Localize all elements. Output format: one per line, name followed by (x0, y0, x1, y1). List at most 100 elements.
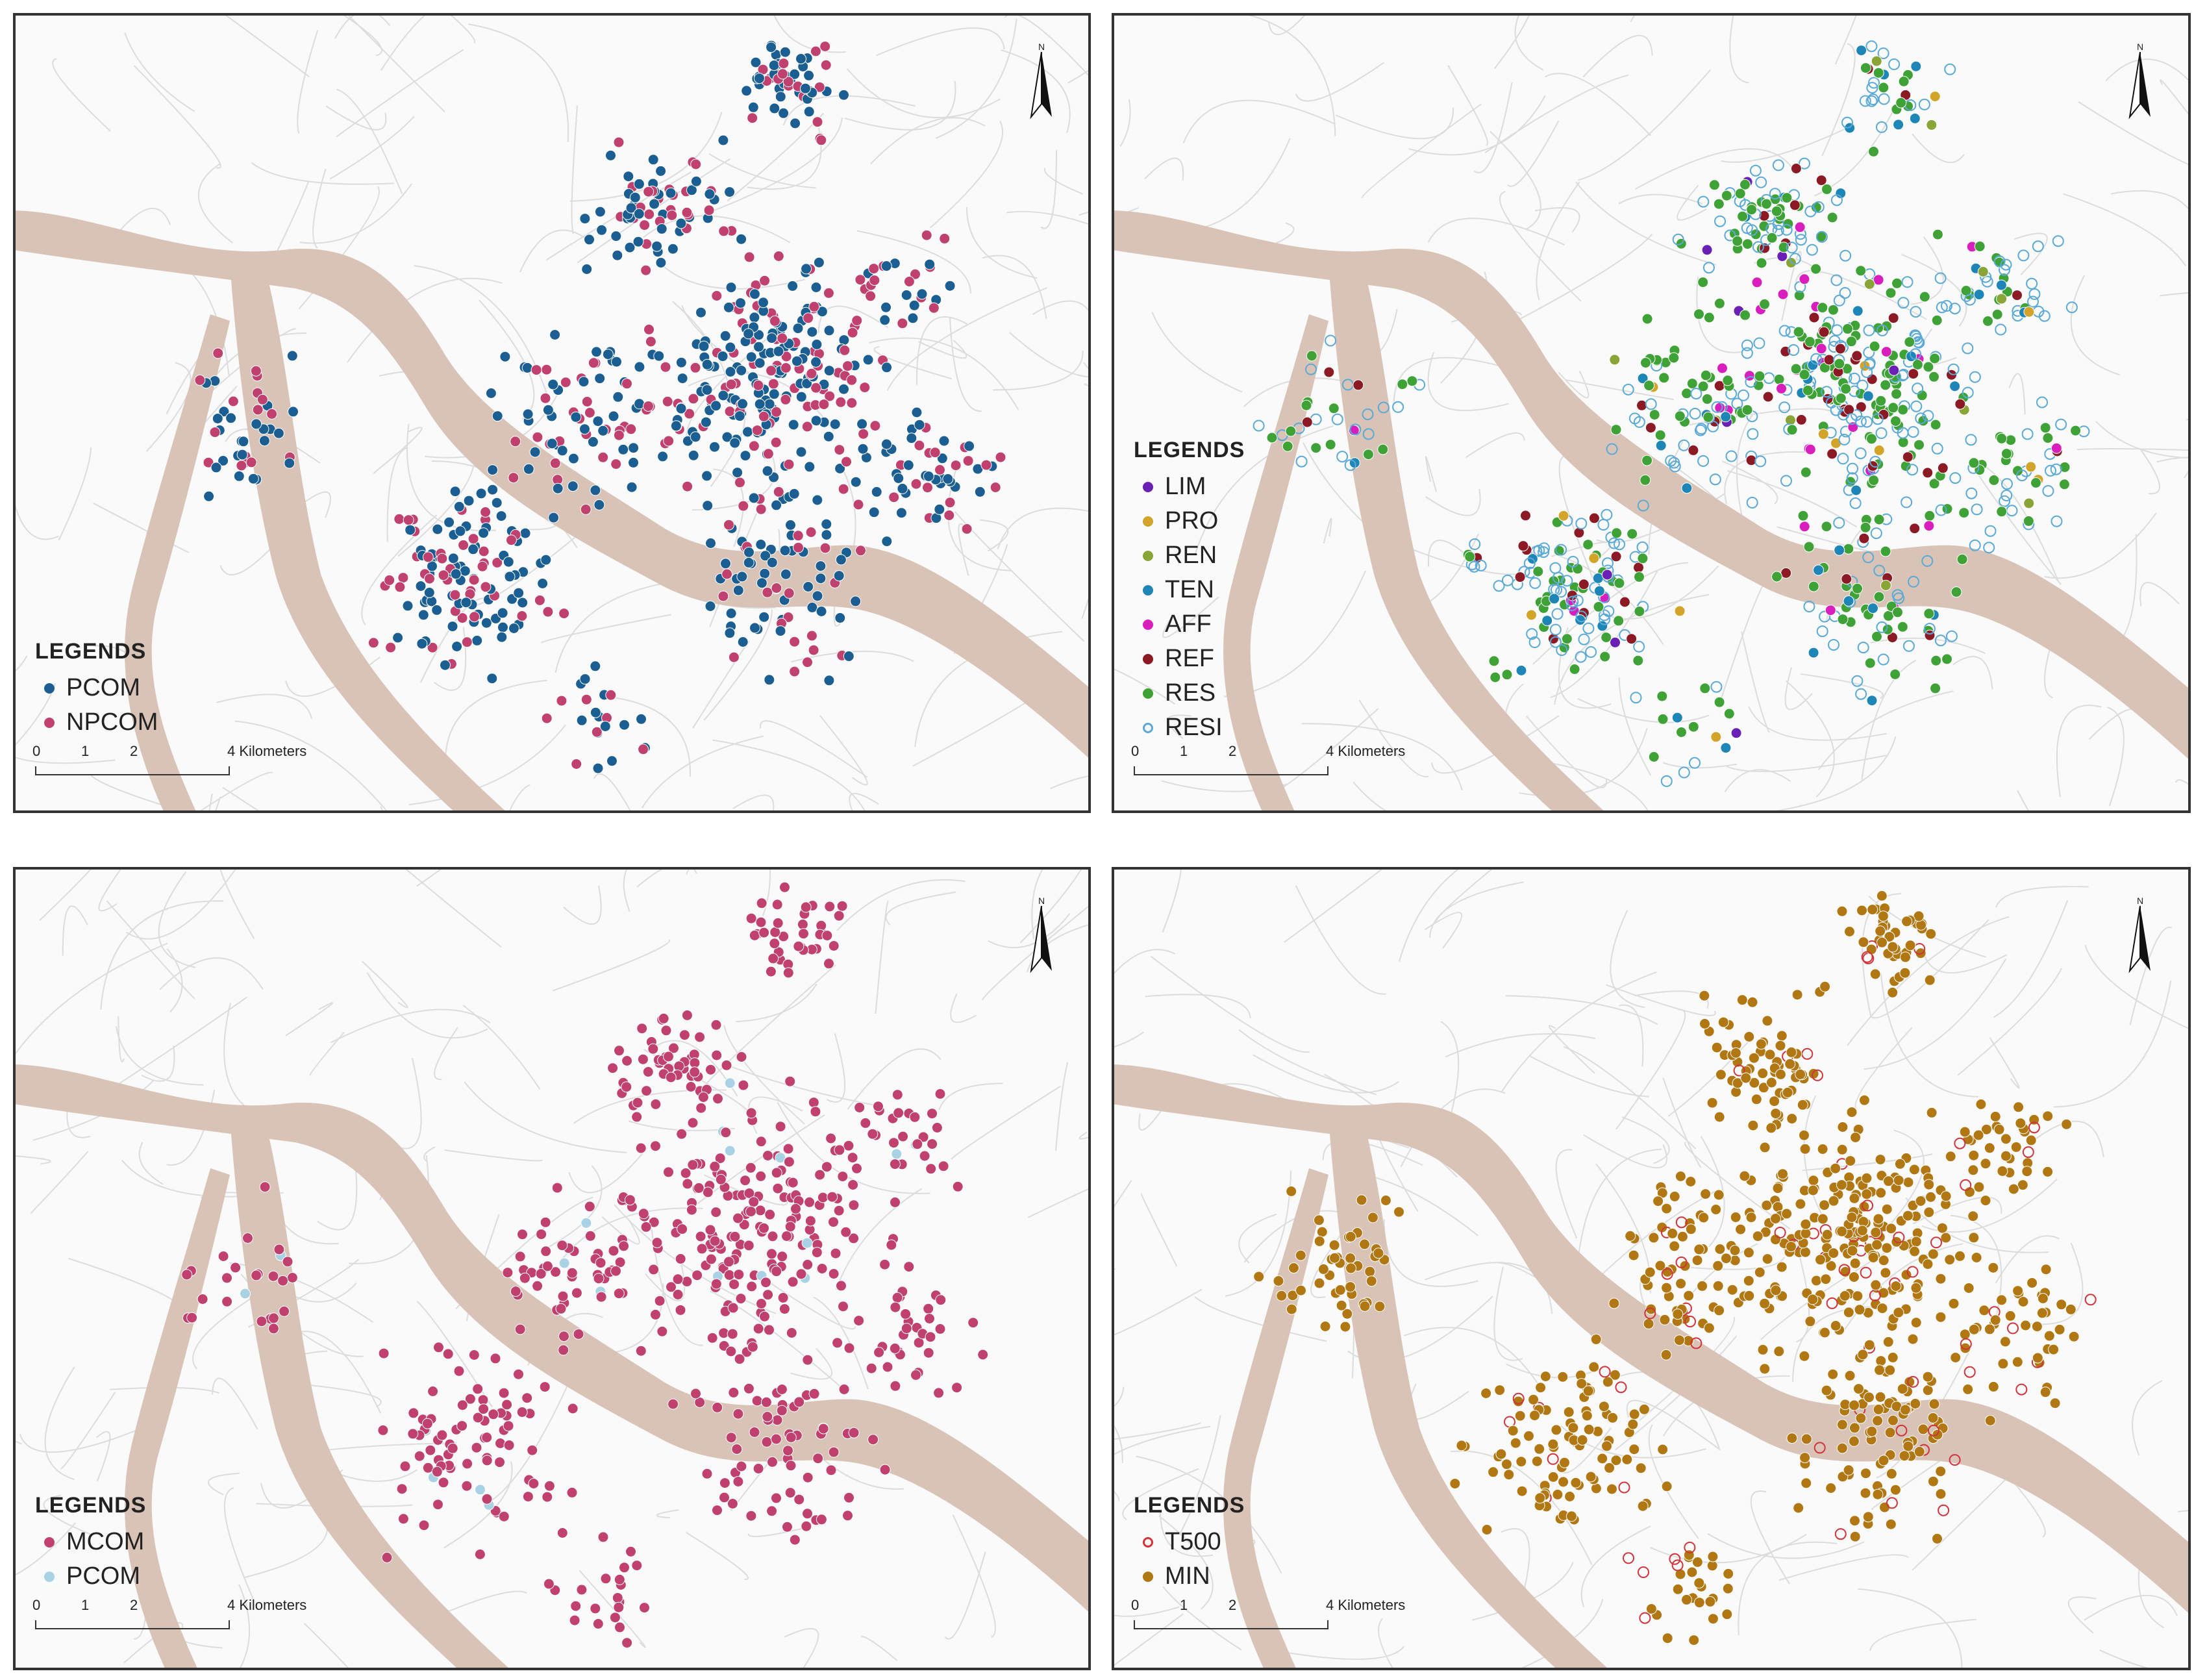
road (2056, 705, 2102, 797)
point-mcom (687, 1117, 699, 1129)
point-pcom (934, 503, 945, 515)
point-min (1984, 1323, 1995, 1335)
point-pcom (880, 301, 892, 313)
road (2044, 512, 2157, 579)
road (1383, 1219, 1478, 1287)
road (982, 255, 1047, 320)
point-mcom (690, 1388, 701, 1399)
point-pcom (556, 445, 568, 457)
point-min (1598, 1401, 1610, 1412)
point-npcom (780, 362, 792, 373)
point-resi (1702, 262, 1715, 274)
road (192, 1295, 255, 1370)
point-res (1923, 608, 1935, 620)
point-resi (1755, 176, 1767, 188)
point-mcom (654, 1295, 666, 1307)
point-npcom (256, 394, 268, 405)
point-pcom (815, 560, 827, 572)
point-min (1577, 1435, 1588, 1446)
point-ten (1597, 620, 1608, 632)
road (604, 696, 691, 777)
point-ten (1909, 112, 1921, 124)
road (952, 1514, 996, 1638)
point-mcom (738, 1079, 749, 1091)
road (1869, 919, 1989, 1019)
point-mcom (715, 1173, 727, 1185)
point-min (1730, 1047, 1741, 1059)
road (1993, 899, 2069, 1018)
point-res (1897, 404, 1909, 416)
north-label: N (2136, 42, 2144, 52)
road (1114, 668, 1176, 705)
point-resi (2032, 240, 2044, 253)
point-npcom (469, 611, 480, 623)
point-resi (1944, 63, 1956, 75)
road (791, 650, 914, 663)
point-pcom (815, 573, 827, 584)
road (1435, 870, 1493, 923)
point-resi (1870, 527, 1882, 540)
point-resi (1578, 633, 1590, 646)
point-mcom (743, 1240, 754, 1251)
road (1599, 565, 1719, 620)
road-network (1114, 16, 2188, 810)
road (1864, 958, 2007, 1070)
point-min (1365, 1275, 1377, 1287)
point-pcom (725, 366, 736, 377)
point-min (1503, 1469, 1515, 1481)
point-min (1927, 1248, 1939, 1260)
point-npcom (721, 568, 733, 580)
point-mcom (613, 1288, 625, 1299)
point-npcom (793, 542, 804, 553)
point-aff (1751, 277, 1763, 288)
point-resi (1935, 504, 1947, 516)
point-resi (1555, 544, 1567, 556)
point-res (1810, 263, 1822, 275)
road (1301, 723, 1463, 791)
road (601, 1216, 640, 1245)
point-aff (1825, 605, 1836, 616)
point-res (1889, 668, 1901, 680)
point-npcom (478, 545, 490, 557)
road (1610, 910, 1645, 1009)
point-mcom (759, 1310, 770, 1322)
point-ref (1815, 175, 1827, 186)
point-mcom (481, 1455, 493, 1466)
north-arrow-dark (2140, 906, 2151, 971)
point-mcom (769, 927, 781, 938)
point-mcom (828, 1216, 839, 1228)
point-mcom (614, 1045, 625, 1057)
point-res (1817, 302, 1828, 314)
point-resi (1821, 386, 1833, 398)
point-resi (1863, 324, 1875, 336)
point-min (1899, 1404, 1911, 1416)
road (1738, 1541, 1838, 1635)
road (1049, 775, 1088, 790)
point-pcom (240, 1288, 251, 1299)
point-resi (2036, 396, 2048, 408)
point-pcom (749, 622, 760, 634)
point-res (1880, 379, 1891, 391)
point-layer (194, 40, 1006, 774)
point-ref (1878, 408, 1889, 420)
point-npcom (540, 392, 551, 404)
road (1583, 1134, 1667, 1169)
point-resi (1529, 577, 1541, 589)
point-npcom (766, 365, 777, 377)
point-ref (1902, 451, 1914, 463)
point-npcom (753, 379, 764, 391)
point-npcom (605, 689, 617, 701)
point-min (1691, 1255, 1703, 1266)
point-resi (1538, 546, 1550, 558)
point-mcom (756, 1298, 767, 1309)
point-npcom (209, 427, 221, 438)
point-min (1889, 1484, 1901, 1496)
point-min (2021, 1166, 2033, 1177)
road (1506, 1363, 1600, 1379)
road (1634, 990, 1709, 1009)
point-npcom (759, 275, 771, 286)
point-ten (1807, 359, 1819, 371)
point-min (1980, 1158, 1991, 1170)
road (445, 679, 548, 767)
point-min (1844, 926, 1855, 937)
